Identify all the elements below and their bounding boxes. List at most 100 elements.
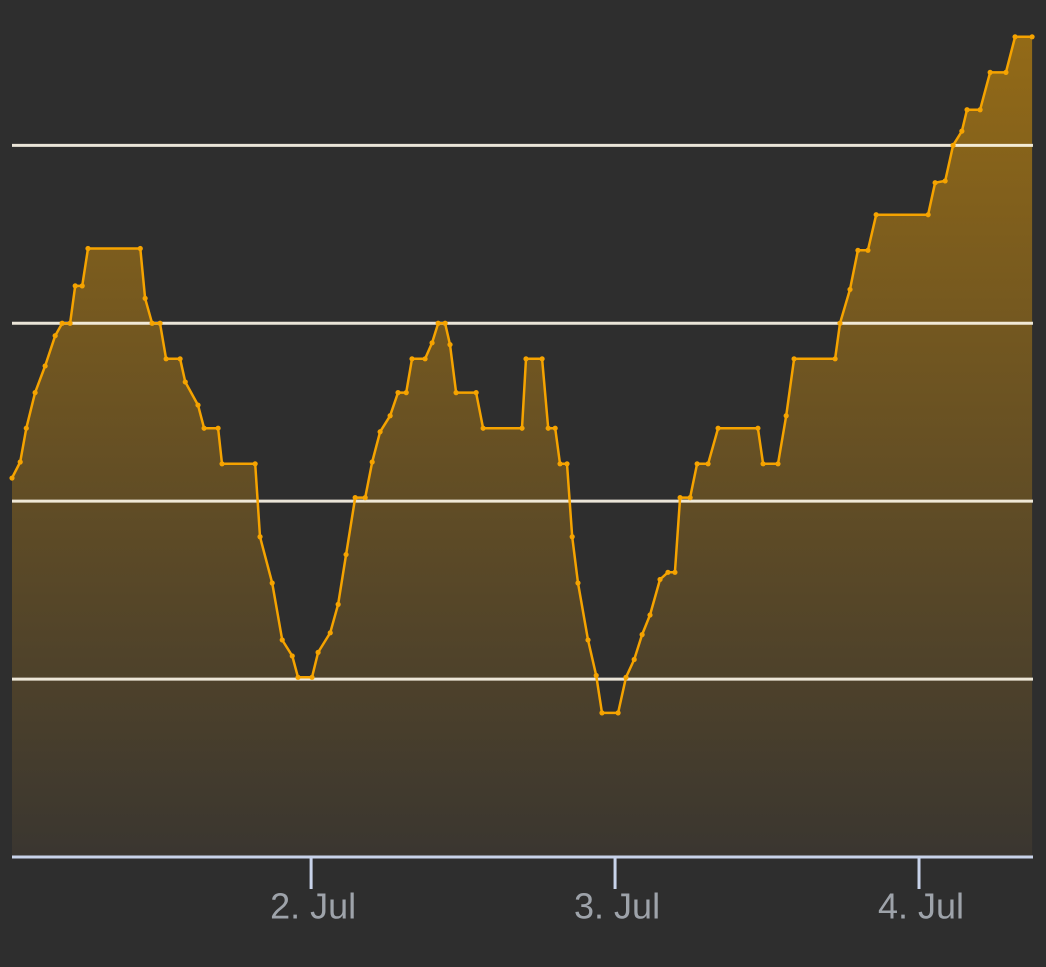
data-point (252, 461, 258, 467)
data-point (539, 356, 545, 362)
data-point (1003, 69, 1009, 75)
data-point (9, 475, 15, 481)
data-point (52, 333, 58, 339)
data-point (17, 459, 23, 465)
x-tick-label: 2. Jul (270, 886, 356, 927)
data-point (343, 551, 349, 558)
data-point (42, 363, 48, 369)
data-point (599, 710, 605, 716)
data-point (837, 320, 843, 326)
data-point (59, 320, 65, 326)
data-point (783, 413, 789, 419)
data-point (309, 674, 315, 680)
data-point (67, 320, 73, 326)
data-point (215, 425, 221, 431)
data-point (585, 637, 591, 643)
data-point (453, 390, 459, 396)
data-point (327, 630, 333, 636)
data-point (72, 283, 78, 289)
data-point (987, 69, 993, 75)
data-point (289, 653, 295, 659)
data-point (442, 320, 448, 326)
data-point (631, 656, 637, 663)
data-point (177, 356, 183, 362)
data-point (791, 356, 797, 362)
data-point (557, 461, 563, 467)
data-point (32, 390, 38, 396)
data-point (760, 461, 766, 467)
data-point (395, 390, 401, 396)
data-point (79, 283, 85, 289)
data-point (201, 425, 207, 431)
data-point (964, 107, 970, 113)
data-point (552, 425, 558, 431)
data-point (142, 295, 148, 301)
data-point (157, 320, 163, 326)
data-point (647, 612, 653, 618)
data-point (480, 425, 486, 431)
data-point (564, 461, 570, 467)
data-point (665, 569, 671, 575)
data-point (447, 342, 453, 348)
data-point (677, 495, 683, 501)
data-point (942, 178, 948, 184)
data-point (257, 534, 263, 540)
data-point (1029, 34, 1035, 40)
data-point (362, 495, 368, 501)
data-point (409, 356, 415, 362)
data-point (932, 180, 938, 186)
data-point (279, 637, 285, 643)
data-point (705, 461, 711, 467)
data-point (950, 142, 956, 148)
data-point (694, 461, 700, 467)
data-point (387, 413, 393, 419)
data-point (855, 247, 861, 253)
data-point (23, 425, 29, 431)
data-point (672, 569, 678, 575)
data-point (335, 601, 341, 607)
data-point (873, 212, 879, 218)
data-point (435, 320, 441, 326)
data-point (775, 461, 781, 467)
data-point (657, 576, 663, 583)
data-point (623, 674, 629, 680)
data-point (687, 495, 693, 501)
data-point (315, 649, 321, 655)
area-fill (12, 36, 1033, 858)
data-point (639, 632, 645, 638)
data-point (163, 356, 169, 362)
data-point (959, 128, 965, 134)
data-point (377, 429, 383, 435)
data-point (219, 461, 225, 467)
data-point (369, 459, 375, 465)
data-point (569, 534, 575, 540)
data-point (519, 425, 525, 431)
data-point (977, 107, 983, 113)
x-tick-label: 4. Jul (878, 886, 964, 927)
x-tick-label: 3. Jul (574, 886, 660, 927)
data-point (295, 674, 301, 680)
data-point (832, 356, 838, 362)
data-point (195, 402, 201, 408)
data-point (523, 356, 529, 362)
data-point (1012, 34, 1018, 40)
data-point (182, 379, 188, 385)
data-point (149, 320, 155, 326)
data-point (755, 425, 761, 431)
data-point (925, 212, 931, 218)
data-point (615, 710, 621, 716)
data-point (429, 340, 435, 346)
data-point (403, 390, 409, 396)
data-point (847, 286, 853, 293)
data-point (422, 356, 428, 362)
data-point (473, 390, 479, 396)
data-point (352, 495, 358, 501)
data-point (269, 580, 275, 586)
data-point (865, 247, 871, 253)
data-point (545, 425, 551, 431)
data-point (85, 245, 91, 252)
data-point (137, 245, 143, 252)
data-point (593, 672, 599, 679)
data-point (715, 425, 721, 431)
